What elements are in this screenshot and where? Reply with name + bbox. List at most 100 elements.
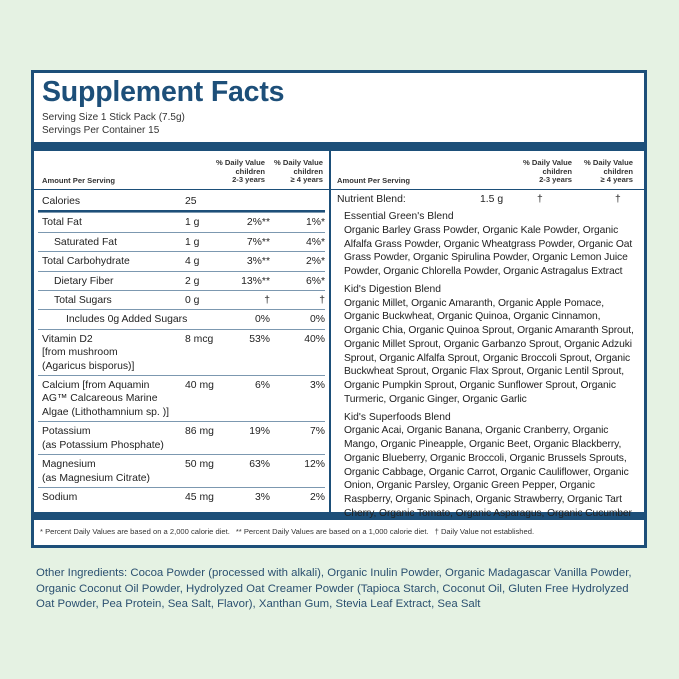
nutrient-row: Total Sugars 0 g † † bbox=[38, 290, 325, 309]
nutrient-amount: 4 g bbox=[185, 256, 200, 268]
nutrient-row: Calories 25 bbox=[38, 192, 325, 213]
daily-value-4: 6%* bbox=[305, 275, 325, 287]
nutrient-amount: 45 mg bbox=[185, 491, 214, 503]
blend-amount: 1.5 g bbox=[480, 194, 504, 205]
footnote: † Daily Value not established. bbox=[434, 527, 535, 536]
name-line: [from mushroom bbox=[42, 347, 118, 359]
nutrient-name: Total Fat bbox=[38, 216, 185, 229]
header-line: % Daily Value bbox=[274, 158, 323, 167]
blend: Kid's Digestion Blend Organic Millet, Org… bbox=[334, 283, 640, 407]
blend-name: Kid's Superfoods Blend bbox=[344, 411, 451, 423]
daily-value-2-3: 2%** bbox=[246, 217, 270, 229]
daily-value-2-3: 13%** bbox=[241, 275, 270, 287]
nutrient-name: Total Sugars bbox=[38, 294, 185, 307]
daily-value-2-3: 0% bbox=[254, 314, 270, 326]
nutrient-name: Sodium bbox=[38, 491, 185, 504]
nutrient-row: Total Fat 1 g 2%** 1%* bbox=[38, 212, 325, 231]
daily-value-2-3: 7%** bbox=[246, 236, 270, 248]
nutrient-name: Magnesium (as Magnesium Citrate) bbox=[38, 458, 185, 485]
header-line: % Daily Value bbox=[523, 158, 572, 167]
column-divider bbox=[329, 151, 331, 512]
nutrient-row: Magnesium (as Magnesium Citrate) 50 mg 63% 1… bbox=[38, 454, 325, 487]
name-line: Vitamin D2 bbox=[42, 333, 93, 345]
nutrient-amount: 25 bbox=[185, 196, 197, 207]
daily-value-2-3: 53% bbox=[249, 333, 270, 345]
header-daily-value: % Daily Value children 2-3 years bbox=[216, 158, 265, 185]
name-line: Total Carbohydrate bbox=[42, 256, 130, 268]
header-daily-value: % Daily Value children 2-3 years bbox=[523, 158, 572, 185]
blend-dv-2-3: † bbox=[537, 194, 543, 205]
nutrient-row: Vitamin D2 [from mushroom (Agaricus bispor… bbox=[38, 328, 325, 375]
nutrient-amount bbox=[185, 313, 237, 326]
name-line: AG™ Calcareous Marine bbox=[42, 393, 158, 405]
daily-value-4: 12% bbox=[304, 459, 325, 471]
daily-value-2-3: 6% bbox=[254, 380, 270, 392]
name-line: (Agaricus bisporus)] bbox=[42, 360, 135, 372]
nutrient-name: Calcium [from Aquamin AG™ Calcareous Mari… bbox=[38, 379, 185, 419]
nutrient-amount: 86 mg bbox=[185, 426, 214, 438]
nutrient-name: Calories bbox=[38, 195, 185, 208]
header-amount: Amount Per Serving bbox=[337, 176, 410, 185]
blend-ingredients: Organic Acai, Organic Banana, Organic Cr… bbox=[344, 425, 632, 519]
nutrient-table: Calories 25 Total Fat 1 g 2%** 1%* Saturated F… bbox=[38, 192, 325, 506]
daily-value-4: 7% bbox=[309, 426, 325, 438]
other-ingredients: Other Ingredients: Cocoa Powder (process… bbox=[36, 567, 632, 610]
header-daily-value: % Daily Value children ≥ 4 years bbox=[274, 158, 323, 185]
blend-ingredients: Organic Millet, Organic Amaranth, Organi… bbox=[344, 297, 634, 405]
nutrient-name: Dietary Fiber bbox=[38, 275, 185, 288]
name-line: Total Sugars bbox=[54, 295, 112, 307]
nutrient-amount: 8 mcg bbox=[185, 333, 214, 345]
nutrient-name: Saturated Fat bbox=[38, 236, 185, 249]
footnotes: * Percent Daily Values are based on a 2,… bbox=[40, 527, 540, 536]
daily-value-4 bbox=[270, 195, 325, 208]
header-rule bbox=[331, 189, 644, 190]
name-line: Sodium bbox=[42, 491, 78, 503]
daily-value-2-3: 63% bbox=[249, 459, 270, 471]
blend-name: Essential Green's Blend bbox=[344, 211, 454, 222]
nutrient-amount: 40 mg bbox=[185, 380, 214, 392]
bottom-bar bbox=[34, 512, 644, 520]
nutrient-row: Calcium [from Aquamin AG™ Calcareous Mari… bbox=[38, 375, 325, 421]
header-line: % Daily Value bbox=[584, 158, 633, 167]
daily-value-4: 0% bbox=[309, 314, 325, 326]
nutrient-amount: 2 g bbox=[185, 275, 200, 287]
nutrient-amount: 50 mg bbox=[185, 459, 214, 471]
name-line: Potassium bbox=[42, 426, 91, 438]
header-line: ≥ 4 years bbox=[600, 175, 633, 185]
footnote: * Percent Daily Values are based on a 2,… bbox=[40, 527, 230, 536]
daily-value-4: † bbox=[319, 295, 325, 307]
serving-size: Serving Size 1 Stick Pack (7.5g) bbox=[42, 112, 185, 123]
blend-name: Kid's Digestion Blend bbox=[344, 283, 441, 295]
daily-value-2-3: † bbox=[264, 295, 270, 307]
header-line: children bbox=[235, 166, 265, 176]
blend-column: Nutrient Blend: 1.5 g † † Essential Green's … bbox=[334, 193, 640, 521]
daily-value-4: 40% bbox=[304, 333, 325, 345]
nutrient-row: Dietary Fiber 2 g 13%** 6%* bbox=[38, 270, 325, 290]
daily-value-2-3 bbox=[237, 195, 270, 208]
nutrient-row: Saturated Fat 1 g 7%** 4%* bbox=[38, 231, 325, 251]
footnote: ** Percent Daily Values are based on a 1… bbox=[235, 527, 429, 536]
name-line: Includes 0g Added Sugars bbox=[66, 314, 188, 326]
nutrient-row: Potassium (as Potassium Phosphate) 86 mg 19… bbox=[38, 421, 325, 454]
daily-value-4: 4%* bbox=[305, 236, 325, 248]
daily-value-2-3: 3%** bbox=[246, 256, 270, 268]
name-line: Saturated Fat bbox=[54, 236, 117, 248]
nutrient-name: Total Carbohydrate bbox=[38, 255, 185, 268]
nutrient-blend-row: Nutrient Blend: 1.5 g † † bbox=[334, 193, 640, 210]
nutrient-name: Potassium (as Potassium Phosphate) bbox=[38, 425, 185, 452]
header-line: children bbox=[603, 166, 633, 176]
daily-value-2-3: 3% bbox=[254, 491, 270, 503]
header-amount: Amount Per Serving bbox=[42, 176, 115, 185]
daily-value-4: 1%* bbox=[305, 217, 325, 229]
servings-per-container: Servings Per Container 15 bbox=[42, 125, 160, 136]
name-line: Total Fat bbox=[42, 217, 82, 229]
nutrient-amount: 0 g bbox=[185, 295, 200, 307]
daily-value-4: 2%* bbox=[305, 256, 325, 268]
nutrient-row: Includes 0g Added Sugars 0% 0% bbox=[38, 309, 325, 328]
header-line: 2-3 years bbox=[232, 175, 265, 185]
top-bar bbox=[34, 142, 644, 151]
nutrient-amount: 1 g bbox=[185, 217, 200, 229]
header-daily-value: % Daily Value children ≥ 4 years bbox=[584, 158, 633, 185]
blend-dv-4: † bbox=[615, 194, 621, 205]
